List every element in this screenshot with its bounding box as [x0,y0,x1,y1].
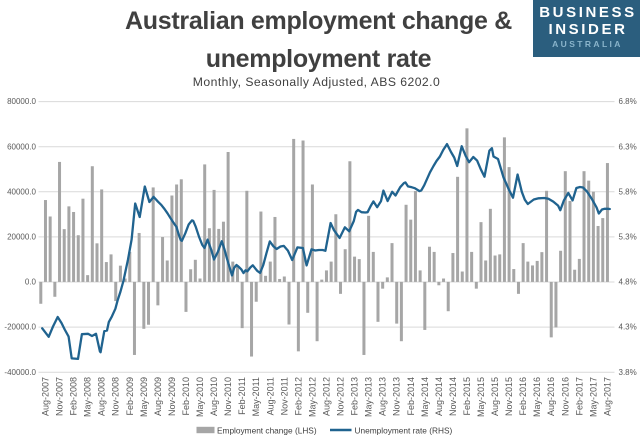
svg-text:May-2011: May-2011 [251,377,261,416]
svg-text:20000.0: 20000.0 [7,233,36,242]
svg-text:May-2014: May-2014 [420,377,430,417]
svg-text:Feb-2016: Feb-2016 [518,377,528,416]
svg-text:0.0: 0.0 [25,278,37,287]
svg-text:4.3%: 4.3% [619,323,637,332]
svg-text:Feb-2008: Feb-2008 [69,377,79,416]
svg-text:Nov-2014: Nov-2014 [448,377,458,416]
svg-text:Nov-2009: Nov-2009 [167,377,177,416]
svg-text:Feb-2011: Feb-2011 [237,377,247,415]
svg-text:Nov-2007: Nov-2007 [55,377,65,416]
svg-text:Aug-2015: Aug-2015 [490,377,500,416]
svg-text:60000.0: 60000.0 [7,142,36,151]
svg-text:Aug-2017: Aug-2017 [602,377,612,416]
svg-text:Nov-2012: Nov-2012 [336,377,346,416]
svg-text:Aug-2011: Aug-2011 [265,377,275,415]
svg-text:May-2008: May-2008 [83,377,93,417]
svg-text:Nov-2015: Nov-2015 [504,377,514,416]
svg-text:Employment change (LHS): Employment change (LHS) [217,425,317,435]
svg-text:Aug-2007: Aug-2007 [41,377,51,416]
svg-text:May-2009: May-2009 [139,377,149,417]
svg-text:6.3%: 6.3% [619,142,637,151]
svg-text:Feb-2012: Feb-2012 [293,377,303,416]
svg-text:Nov-2008: Nov-2008 [111,377,121,416]
svg-text:May-2013: May-2013 [364,377,374,417]
svg-text:40000.0: 40000.0 [7,187,36,196]
svg-text:4.8%: 4.8% [619,278,637,287]
svg-text:May-2015: May-2015 [476,377,486,417]
svg-text:Feb-2013: Feb-2013 [350,377,360,416]
svg-text:May-2010: May-2010 [195,377,205,417]
svg-text:Feb-2014: Feb-2014 [406,377,416,416]
svg-text:Nov-2016: Nov-2016 [560,377,570,416]
svg-text:Nov-2010: Nov-2010 [223,377,233,416]
svg-text:80000.0: 80000.0 [7,97,36,106]
svg-text:Aug-2016: Aug-2016 [546,377,556,416]
svg-text:-20000.0: -20000.0 [4,323,36,332]
svg-text:-40000.0: -40000.0 [4,368,36,377]
svg-text:Aug-2013: Aug-2013 [378,377,388,416]
svg-text:Feb-2009: Feb-2009 [125,377,135,416]
svg-text:5.3%: 5.3% [619,233,637,242]
svg-text:Aug-2014: Aug-2014 [434,377,444,416]
svg-text:May-2017: May-2017 [588,377,598,417]
svg-text:Aug-2009: Aug-2009 [153,377,163,416]
svg-text:Aug-2008: Aug-2008 [97,377,107,416]
svg-text:Nov-2013: Nov-2013 [392,377,402,416]
svg-text:Nov-2011: Nov-2011 [279,377,289,415]
svg-text:5.8%: 5.8% [619,187,637,196]
svg-text:Aug-2010: Aug-2010 [209,377,219,416]
svg-text:May-2012: May-2012 [307,377,317,417]
svg-text:Unemployment rate (RHS): Unemployment rate (RHS) [355,425,453,435]
svg-text:Feb-2010: Feb-2010 [181,377,191,416]
svg-text:Aug-2012: Aug-2012 [322,377,332,416]
svg-text:6.8%: 6.8% [619,97,637,106]
svg-text:3.8%: 3.8% [619,368,637,377]
svg-text:Feb-2017: Feb-2017 [574,377,584,416]
svg-text:May-2016: May-2016 [532,377,542,417]
svg-text:Feb-2015: Feb-2015 [462,377,472,416]
